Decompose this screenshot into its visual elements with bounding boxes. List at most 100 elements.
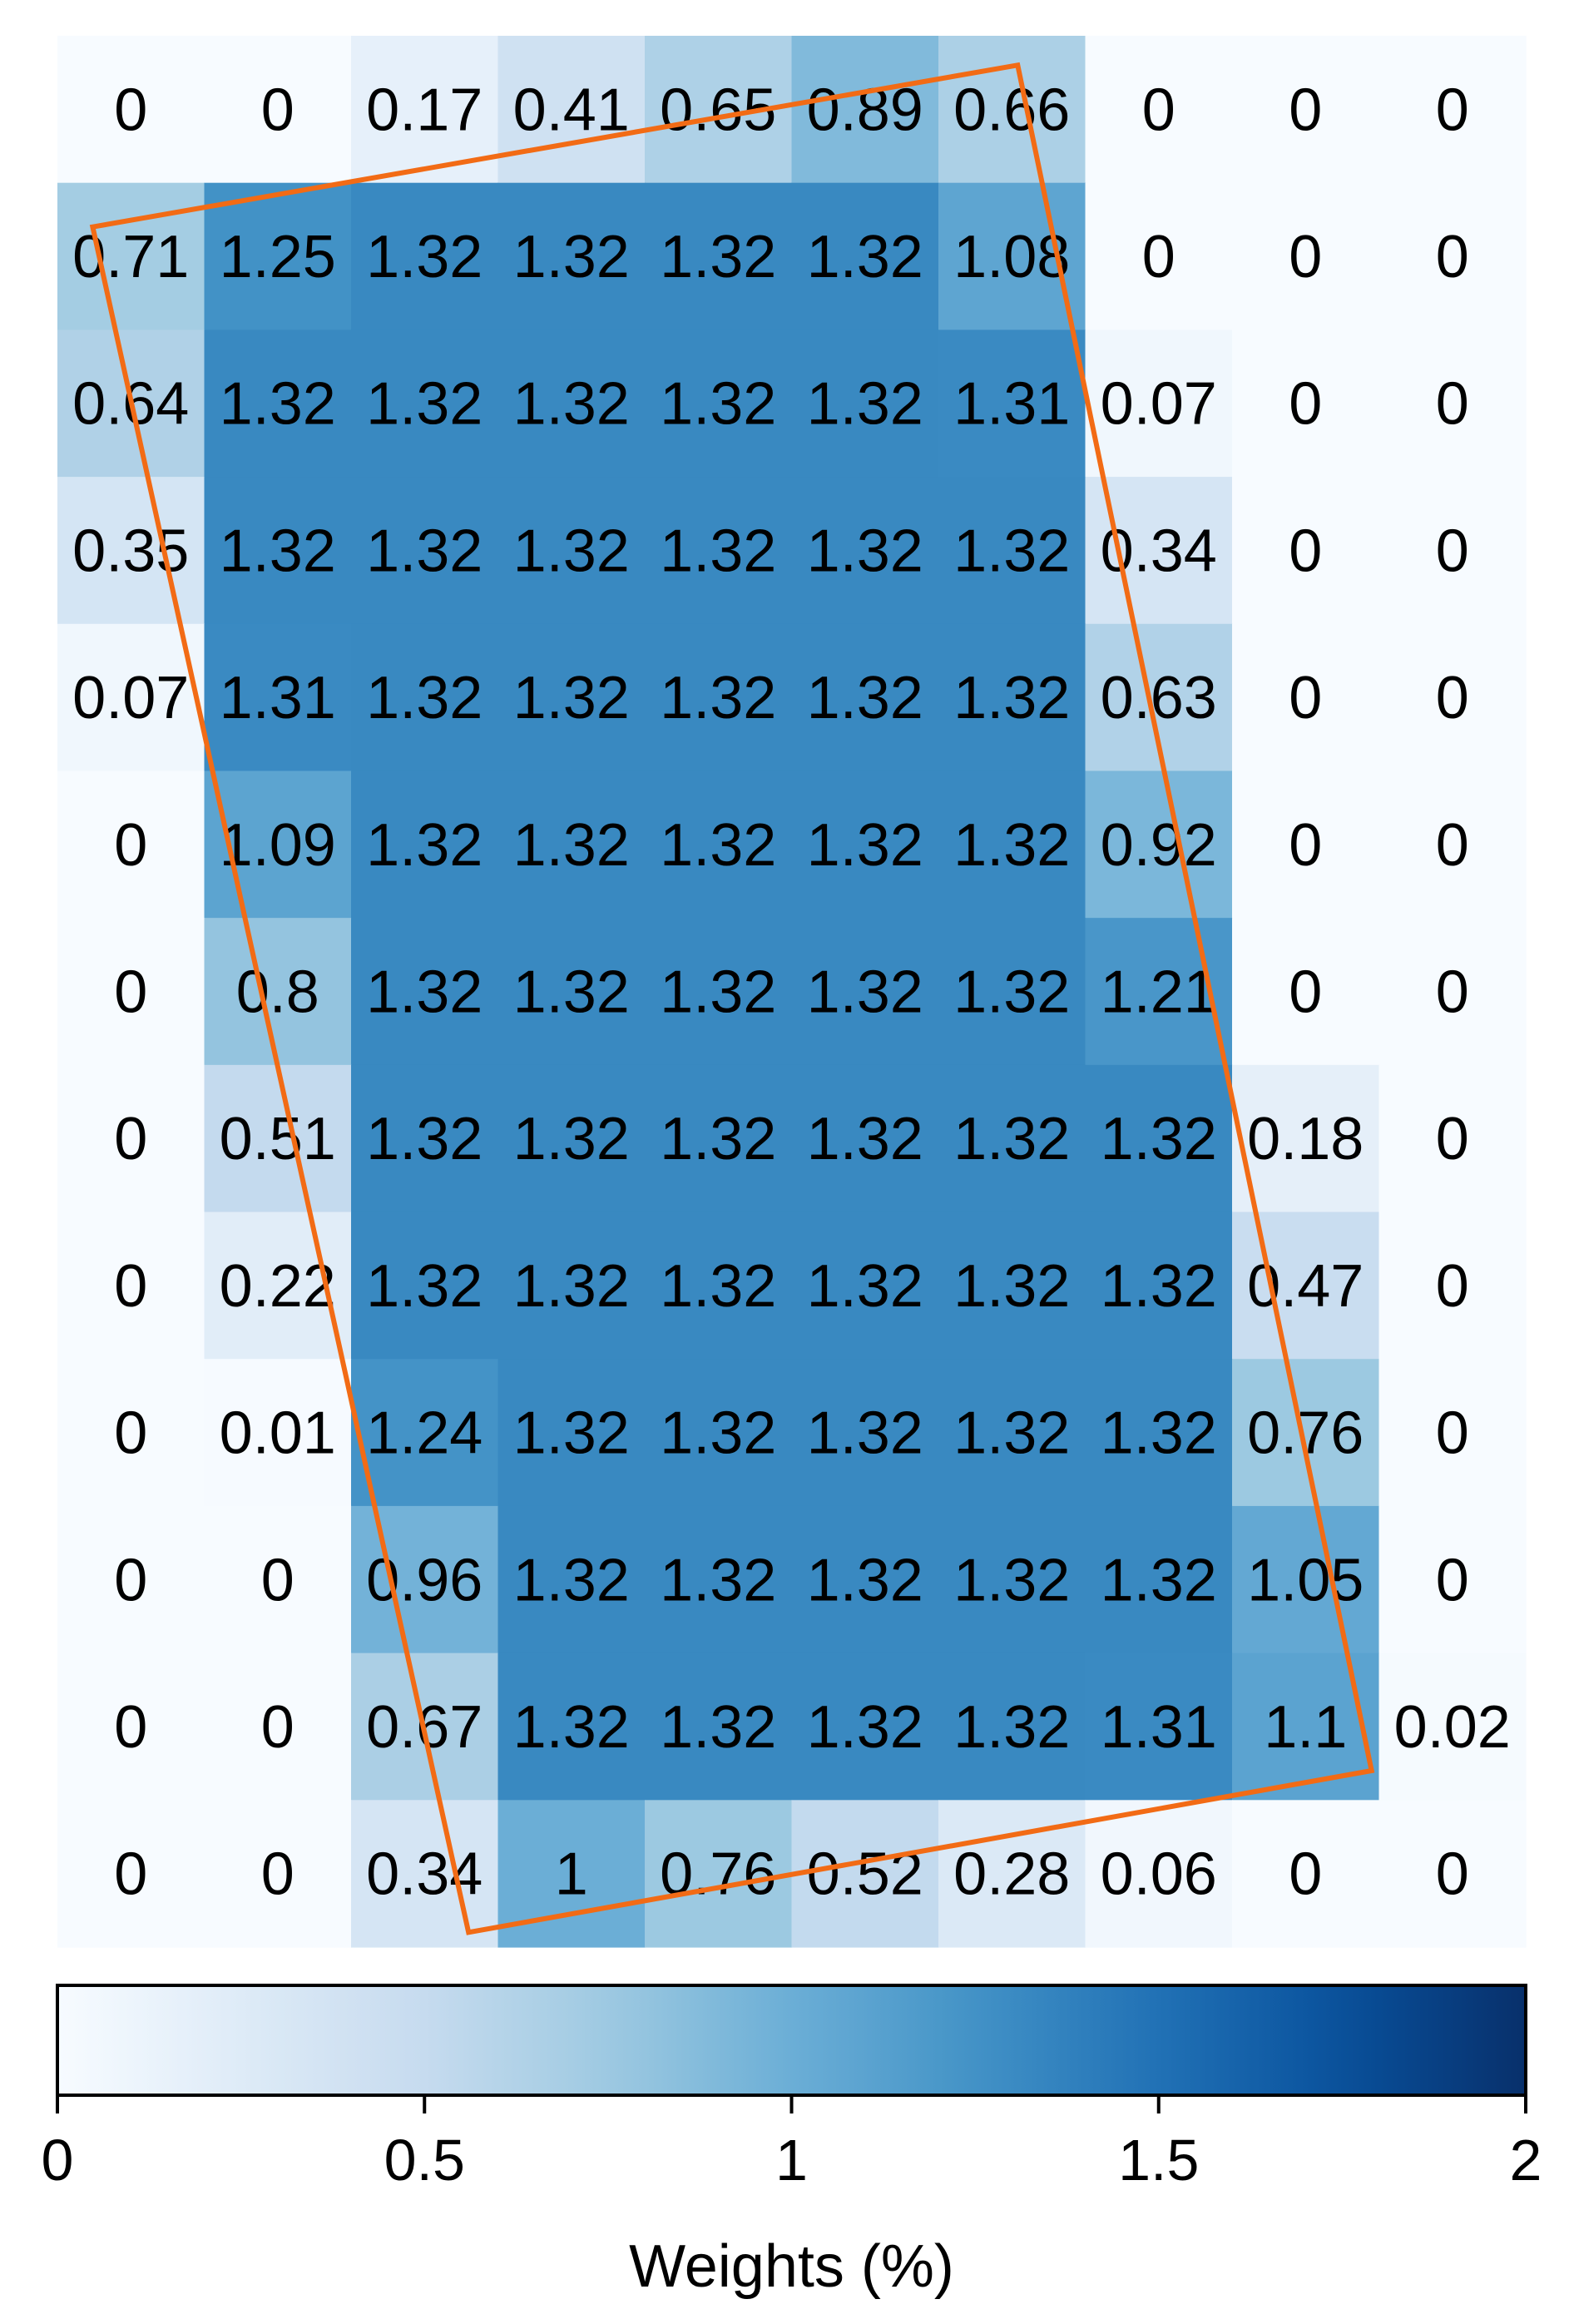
heatmap-cell-value: 0.63: [1101, 665, 1217, 731]
heatmap-cell-value: 0: [1436, 812, 1469, 879]
heatmap-cell: [204, 623, 352, 772]
heatmap-cell: [1378, 1359, 1527, 1507]
heatmap-cell: [351, 1505, 499, 1654]
heatmap-cell-value: 1.32: [220, 371, 336, 438]
heatmap-cell: [497, 771, 646, 919]
heatmap-cell: [938, 1064, 1086, 1213]
heatmap-cell-value: 0: [1436, 1106, 1469, 1172]
heatmap-cell-value: 0.22: [220, 1253, 336, 1320]
heatmap-cell: [497, 330, 646, 478]
heatmap-cell-value: 0.28: [953, 1841, 1070, 1908]
heatmap-cell-value: 0: [1289, 518, 1322, 584]
heatmap-cell: [1085, 1653, 1233, 1801]
heatmap-cell-value: 1.32: [366, 1253, 483, 1320]
heatmap-cell: [351, 918, 499, 1066]
heatmap-cell: [791, 1064, 939, 1213]
heatmap-cell: [497, 1505, 646, 1654]
heatmap-cell: [1232, 1505, 1380, 1654]
heatmap-cell: [1085, 1800, 1233, 1948]
heatmap-cell: [1378, 477, 1527, 625]
heatmap-cell: [645, 623, 793, 772]
heatmap-cell: [57, 36, 205, 184]
colorbar: 0 0.5 1 1.5 2 Weights (%): [42, 1984, 1542, 2300]
heatmap-cell: [57, 771, 205, 919]
heatmap-cell: [1378, 918, 1527, 1066]
heatmap-cell: [204, 1505, 352, 1654]
heatmap-cell: [938, 1359, 1086, 1507]
heatmap-cell-value: 0: [1289, 665, 1322, 731]
heatmap-cell: [1378, 623, 1527, 772]
heatmap-cell: [1232, 1212, 1380, 1360]
heatmap-cell: [497, 477, 646, 625]
heatmap-cell-value: 1.32: [660, 665, 776, 731]
heatmap-cell: [497, 918, 646, 1066]
heatmap-cell-value: 0: [261, 1694, 294, 1761]
heatmap-cell-value: 0.52: [807, 1841, 923, 1908]
heatmap-cell: [938, 1653, 1086, 1801]
heatmap-cell-value: 1.24: [366, 1400, 483, 1467]
heatmap-cell-value: 0: [1289, 812, 1322, 879]
heatmap-cell-value: 0: [261, 77, 294, 143]
heatmap-cell-value: 0: [1436, 77, 1469, 143]
heatmap-cell: [351, 1212, 499, 1360]
colorbar-tick-label: 0.5: [384, 2128, 465, 2193]
heatmap-cell-value: 0: [114, 812, 147, 879]
heatmap-cell-value: 0: [1142, 224, 1176, 290]
heatmap-cell: [791, 182, 939, 330]
heatmap-cell: [57, 1064, 205, 1213]
heatmap-cell-value: 0: [1436, 1253, 1469, 1320]
heatmap-cell-value: 0: [1436, 665, 1469, 731]
heatmap-cells: [57, 36, 1527, 1948]
heatmap-cell-value: 1.32: [366, 518, 483, 584]
heatmap-cell-value: 0.71: [72, 224, 189, 290]
heatmap-cell-value: 0: [114, 77, 147, 143]
heatmap-cell: [57, 1505, 205, 1654]
heatmap-cell-value: 0.8: [236, 959, 319, 1026]
heatmap-cell-value: 1.32: [513, 1694, 630, 1761]
heatmap-cell-value: 1.05: [1247, 1547, 1364, 1613]
heatmap-cell-value: 1.32: [953, 1253, 1070, 1320]
heatmap-cell-value: 1.32: [513, 812, 630, 879]
heatmap-cell-value: 1.32: [807, 1253, 923, 1320]
heatmap-cell: [204, 918, 352, 1066]
heatmap-cell: [1232, 1800, 1380, 1948]
heatmap-cell: [938, 1212, 1086, 1360]
heatmap-cell-value: 1.32: [953, 959, 1070, 1026]
heatmap-cell: [351, 1359, 499, 1507]
heatmap-cell-value: 0: [1436, 224, 1469, 290]
heatmap-cell-value: 1.32: [807, 1694, 923, 1761]
heatmap-cell-value: 0.41: [513, 77, 630, 143]
heatmap-cell: [938, 330, 1086, 478]
heatmap-cell-value: 0: [114, 1400, 147, 1467]
heatmap-cell-value: 1.32: [660, 371, 776, 438]
heatmap-cell: [1085, 771, 1233, 919]
heatmap-cell: [938, 182, 1086, 330]
heatmap-cell-value: 0: [1436, 518, 1469, 584]
heatmap-cell-value: 1.31: [1101, 1694, 1217, 1761]
heatmap-cell-value: 1.31: [220, 665, 336, 731]
heatmap-cell-value: 1.32: [660, 1547, 776, 1613]
heatmap-cell-value: 1.32: [953, 812, 1070, 879]
heatmap-cell-value: 1.32: [660, 224, 776, 290]
heatmap-cell-value: 0: [114, 1547, 147, 1613]
heatmap-cell: [645, 1800, 793, 1948]
heatmap-cell-value: 0.76: [660, 1841, 776, 1908]
heatmap-cell: [497, 36, 646, 184]
heatmap-cell-value: 1.32: [660, 1106, 776, 1172]
heatmap-cell-value: 0: [261, 1547, 294, 1613]
heatmap-cell-value: 1.09: [220, 812, 336, 879]
heatmap-cell: [938, 771, 1086, 919]
heatmap-cell-value: 0.07: [1101, 371, 1217, 438]
heatmap-cell: [645, 771, 793, 919]
colorbar-tick-label: 1.5: [1118, 2128, 1199, 2193]
heatmap-cell: [791, 1800, 939, 1948]
heatmap-cell-value: 0: [114, 1253, 147, 1320]
heatmap-cell: [1378, 1212, 1527, 1360]
heatmap-cell: [1232, 182, 1380, 330]
heatmap-cell-value: 1.32: [513, 518, 630, 584]
heatmap-cell-value: 0.01: [220, 1400, 336, 1467]
heatmap-cell: [791, 1212, 939, 1360]
heatmap-cell-value: 0: [114, 1841, 147, 1908]
heatmap-cell: [1232, 1359, 1380, 1507]
